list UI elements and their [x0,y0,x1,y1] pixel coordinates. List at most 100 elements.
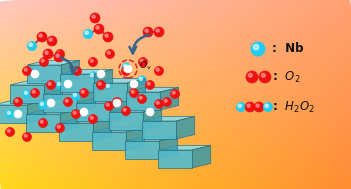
Circle shape [81,90,84,93]
Circle shape [172,91,175,94]
Circle shape [114,99,117,102]
Polygon shape [60,109,79,132]
Circle shape [138,76,146,84]
Circle shape [139,77,143,80]
Circle shape [247,104,250,107]
Circle shape [97,81,106,90]
Circle shape [89,72,97,80]
Circle shape [37,32,47,42]
Polygon shape [27,101,46,123]
Circle shape [56,81,64,89]
Polygon shape [44,81,63,103]
Polygon shape [27,60,80,65]
Circle shape [90,13,100,23]
Polygon shape [43,94,77,112]
Polygon shape [109,108,162,112]
Circle shape [163,98,172,106]
Circle shape [47,36,57,46]
Circle shape [103,32,113,42]
Circle shape [39,119,47,128]
Polygon shape [93,119,112,141]
Polygon shape [126,88,179,92]
Circle shape [57,125,60,128]
Polygon shape [127,78,146,101]
Circle shape [72,92,80,100]
Polygon shape [93,83,127,101]
Circle shape [146,81,154,90]
Circle shape [46,81,55,90]
Circle shape [121,67,131,75]
Circle shape [259,71,271,83]
Circle shape [113,98,121,106]
Circle shape [47,99,55,107]
Circle shape [139,57,147,67]
Polygon shape [60,74,94,92]
Circle shape [74,68,77,71]
Circle shape [121,106,131,115]
Circle shape [154,99,164,108]
Circle shape [261,73,265,77]
Polygon shape [61,60,80,83]
Circle shape [22,132,32,142]
Circle shape [22,67,32,75]
Circle shape [27,42,37,50]
Circle shape [98,82,101,85]
Circle shape [82,110,84,112]
Circle shape [56,54,59,57]
Circle shape [39,101,47,109]
Polygon shape [10,81,63,85]
Circle shape [145,29,148,32]
Circle shape [97,70,105,78]
Circle shape [156,101,159,104]
Polygon shape [77,90,96,112]
Circle shape [90,59,93,62]
Text: $O_v$: $O_v$ [139,60,152,72]
FancyArrowPatch shape [61,58,77,74]
Circle shape [146,108,154,116]
Circle shape [66,82,68,84]
Circle shape [45,51,48,54]
Circle shape [154,27,164,37]
Polygon shape [76,98,129,103]
Circle shape [171,90,179,98]
Circle shape [40,120,43,123]
Circle shape [29,43,32,46]
Circle shape [105,34,108,37]
Circle shape [131,90,134,93]
Circle shape [90,116,93,119]
Circle shape [147,82,150,85]
Circle shape [49,101,51,103]
Text: :  Nb: : Nb [272,43,304,56]
Circle shape [48,82,51,85]
Circle shape [106,84,110,87]
Circle shape [84,29,93,39]
Circle shape [14,110,22,118]
Circle shape [7,129,10,132]
Polygon shape [59,119,112,123]
Circle shape [156,29,159,32]
Circle shape [130,88,139,98]
Polygon shape [158,146,211,150]
Circle shape [39,34,42,37]
Circle shape [64,80,72,88]
Circle shape [54,52,64,62]
Text: :  $O_2$: : $O_2$ [272,69,300,84]
Circle shape [16,112,18,114]
Circle shape [105,83,113,91]
Polygon shape [43,90,96,94]
Polygon shape [142,116,195,121]
Circle shape [85,31,88,34]
Polygon shape [27,65,61,83]
Circle shape [251,42,265,56]
Circle shape [90,73,93,76]
Polygon shape [92,132,126,150]
Circle shape [24,68,27,71]
Circle shape [139,96,142,99]
Polygon shape [92,128,145,132]
Circle shape [264,102,272,112]
Circle shape [140,59,143,62]
Circle shape [24,134,27,137]
Polygon shape [159,136,178,159]
Circle shape [253,44,259,50]
Circle shape [31,70,39,78]
